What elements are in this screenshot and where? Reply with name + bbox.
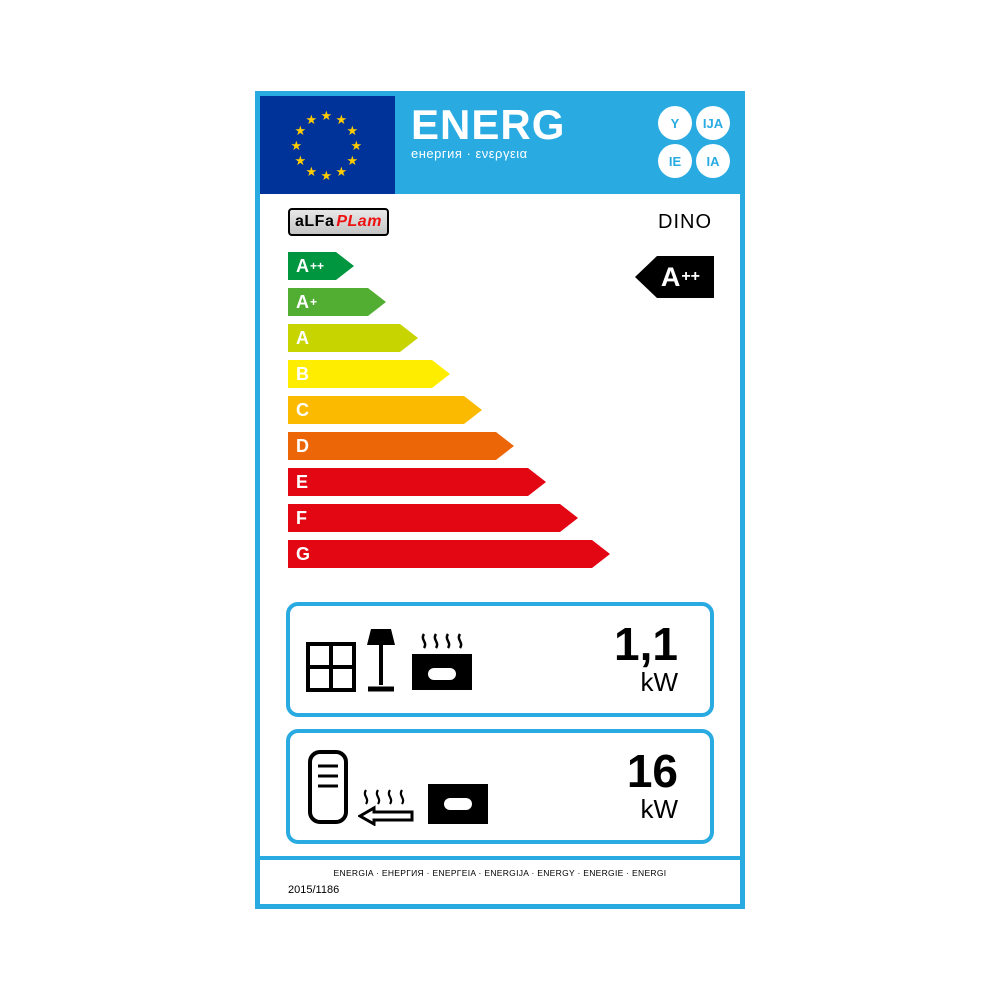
rating-arrow: A++ xyxy=(635,256,714,298)
water-heating-box: 16 kW xyxy=(286,729,714,844)
space-heating-value: 1,1 kW xyxy=(614,621,694,698)
scale-bar-A+: A+ xyxy=(288,288,386,316)
space-heating-icons xyxy=(306,627,614,692)
water-heating-unit: kW xyxy=(627,794,678,825)
space-heating-number: 1,1 xyxy=(614,621,678,667)
lamp-icon xyxy=(364,627,398,692)
lang-badge: IA xyxy=(696,144,730,178)
arrow-left-icon xyxy=(358,786,418,826)
scale-bar-B: B xyxy=(288,360,450,388)
brand-row: aLFa PLam DINO xyxy=(260,194,740,246)
scale-bar-A++: A++ xyxy=(288,252,354,280)
scale-bar-E: E xyxy=(288,468,546,496)
space-heating-box: 1,1 kW xyxy=(286,602,714,717)
lang-badge: Y xyxy=(658,106,692,140)
energy-title-block: ENERG енергия · ενεργεια YIJAIEIA xyxy=(395,96,740,194)
energy-label: ★★★★★★★★★★★★ ENERG енергия · ενεργεια YI… xyxy=(255,91,745,909)
lang-badge: IJA xyxy=(696,106,730,140)
model-name: DINO xyxy=(658,211,712,234)
scale-bar-G: G xyxy=(288,540,610,568)
window-icon xyxy=(306,642,356,692)
water-heating-icons xyxy=(306,748,627,826)
scale-bar-A: A xyxy=(288,324,418,352)
rating-suffix: ++ xyxy=(681,268,700,286)
rating-value: A++ xyxy=(657,256,714,298)
divider xyxy=(260,856,740,860)
footer-languages: ENERGIA · ЕНЕРГИЯ · ΕΝΕΡΓΕΙΑ · ENERGIJA … xyxy=(260,868,740,884)
scale-bar-F: F xyxy=(288,504,578,532)
header: ★★★★★★★★★★★★ ENERG енергия · ενεργεια YI… xyxy=(260,96,740,194)
footer-regulation: 2015/1186 xyxy=(260,884,740,904)
heater2-icon xyxy=(426,782,490,826)
rating-grade: A xyxy=(661,262,681,293)
efficiency-scale: A++ A++A+ABCDEFG xyxy=(288,252,740,592)
lang-badge: IE xyxy=(658,144,692,178)
brand-logo: aLFa PLam xyxy=(288,208,389,236)
space-heating-unit: kW xyxy=(614,667,678,698)
water-heating-value: 16 kW xyxy=(627,748,694,825)
scale-bar-D: D xyxy=(288,432,514,460)
water-heating-number: 16 xyxy=(627,748,678,794)
eu-flag: ★★★★★★★★★★★★ xyxy=(260,96,395,194)
tank-icon xyxy=(306,748,350,826)
language-badges: YIJAIEIA xyxy=(658,106,732,182)
heater-icon xyxy=(406,630,478,692)
scale-bar-C: C xyxy=(288,396,482,424)
brand-part1: aLFa xyxy=(295,213,334,231)
brand-part2: PLam xyxy=(336,213,382,231)
